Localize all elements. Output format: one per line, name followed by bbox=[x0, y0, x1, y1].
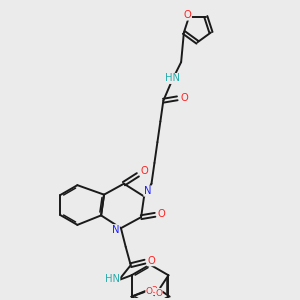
Text: N: N bbox=[144, 186, 152, 196]
Text: O: O bbox=[181, 93, 189, 103]
Text: O: O bbox=[151, 286, 158, 295]
Text: O: O bbox=[184, 10, 191, 20]
Text: N: N bbox=[112, 225, 119, 235]
Text: O: O bbox=[147, 256, 155, 266]
Text: O: O bbox=[141, 166, 148, 176]
Text: HN: HN bbox=[165, 74, 180, 83]
Text: HN: HN bbox=[105, 274, 120, 284]
Text: O: O bbox=[146, 287, 153, 296]
Text: O: O bbox=[158, 209, 166, 219]
Text: O: O bbox=[155, 289, 162, 298]
